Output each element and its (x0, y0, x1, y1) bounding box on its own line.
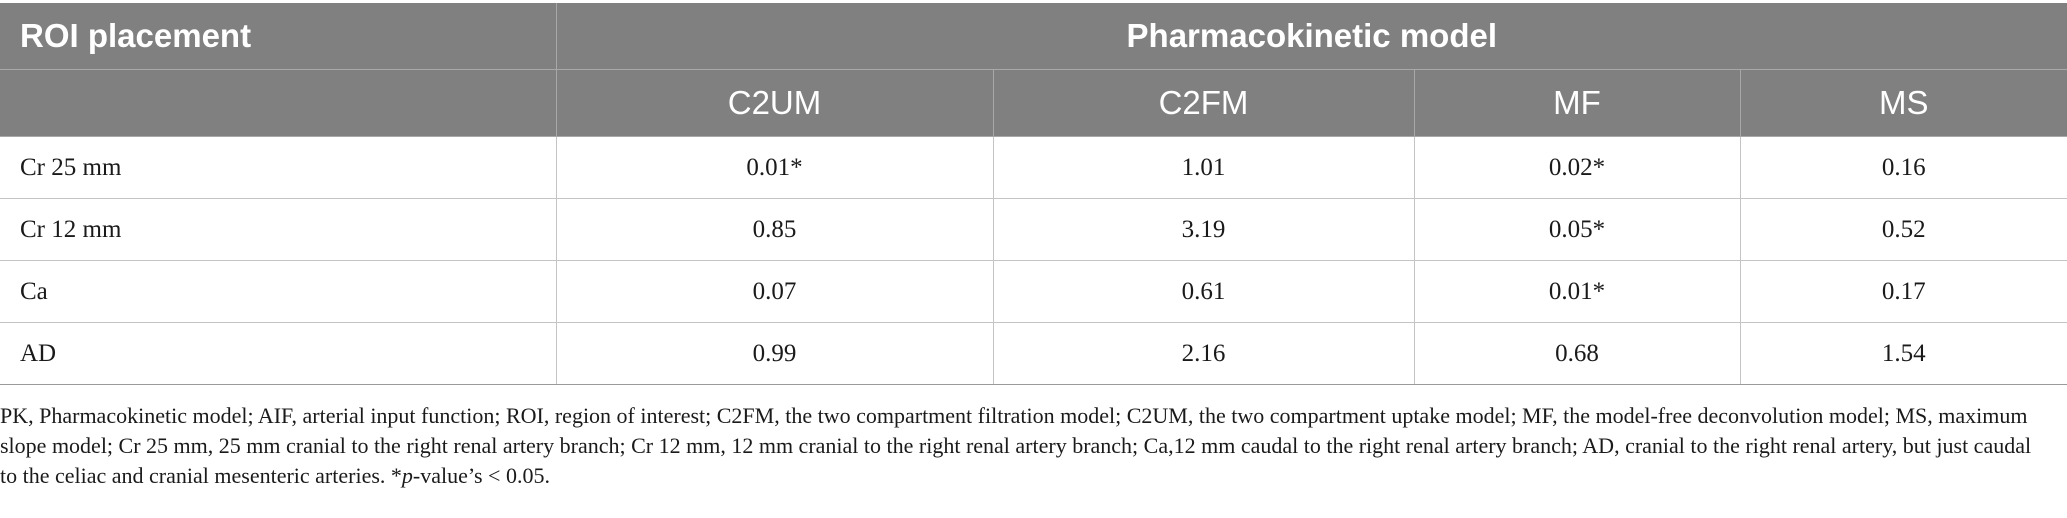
cell-c2um: 0.99 (555, 322, 993, 385)
cell-mf: 0.68 (1413, 322, 1740, 385)
row-label: AD (0, 322, 556, 385)
cell-c2fm: 0.61 (992, 260, 1414, 323)
row-label: Ca (0, 260, 556, 323)
cell-c2um: 0.07 (555, 260, 993, 323)
table-row: AD 0.99 2.16 0.68 1.54 (0, 322, 2067, 385)
footnote-main-text: PK, Pharmacokinetic model; AIF, arterial… (0, 403, 2032, 488)
header-model-c2fm: C2FM (992, 69, 1414, 137)
footnote-tail-text: -value’s < 0.05. (412, 463, 550, 488)
header-row-primary: ROI placement Pharmacokinetic model (0, 3, 2067, 70)
cell-mf: 0.01* (1413, 260, 1740, 323)
footnote-p-italic: p (401, 463, 413, 488)
row-label: Cr 25 mm (0, 136, 556, 199)
cell-ms: 0.17 (1739, 260, 2067, 323)
header-blank-cell (0, 69, 556, 137)
header-model-c2um: C2UM (555, 69, 993, 137)
header-model-ms: MS (1739, 69, 2067, 137)
cell-ms: 0.16 (1739, 136, 2067, 199)
cell-mf: 0.05* (1413, 198, 1740, 261)
cell-ms: 0.52 (1739, 198, 2067, 261)
results-table-container: ROI placement Pharmacokinetic model C2UM… (0, 3, 2067, 385)
cell-c2um: 0.01* (555, 136, 993, 199)
cell-c2fm: 3.19 (992, 198, 1414, 261)
cell-ms: 1.54 (1739, 322, 2067, 385)
table-footnote: PK, Pharmacokinetic model; AIF, arterial… (0, 401, 2040, 491)
header-roi-placement: ROI placement (0, 3, 556, 70)
cell-c2fm: 1.01 (992, 136, 1414, 199)
header-pharmacokinetic-model: Pharmacokinetic model (555, 3, 2067, 70)
table-row: Cr 25 mm 0.01* 1.01 0.02* 0.16 (0, 136, 2067, 199)
cell-mf: 0.02* (1413, 136, 1740, 199)
cell-c2fm: 2.16 (992, 322, 1414, 385)
results-table: ROI placement Pharmacokinetic model C2UM… (0, 3, 2067, 385)
header-row-models: C2UM C2FM MF MS (0, 69, 2067, 137)
table-row: Ca 0.07 0.61 0.01* 0.17 (0, 260, 2067, 323)
table-row: Cr 12 mm 0.85 3.19 0.05* 0.52 (0, 198, 2067, 261)
row-label: Cr 12 mm (0, 198, 556, 261)
cell-c2um: 0.85 (555, 198, 993, 261)
header-model-mf: MF (1413, 69, 1740, 137)
